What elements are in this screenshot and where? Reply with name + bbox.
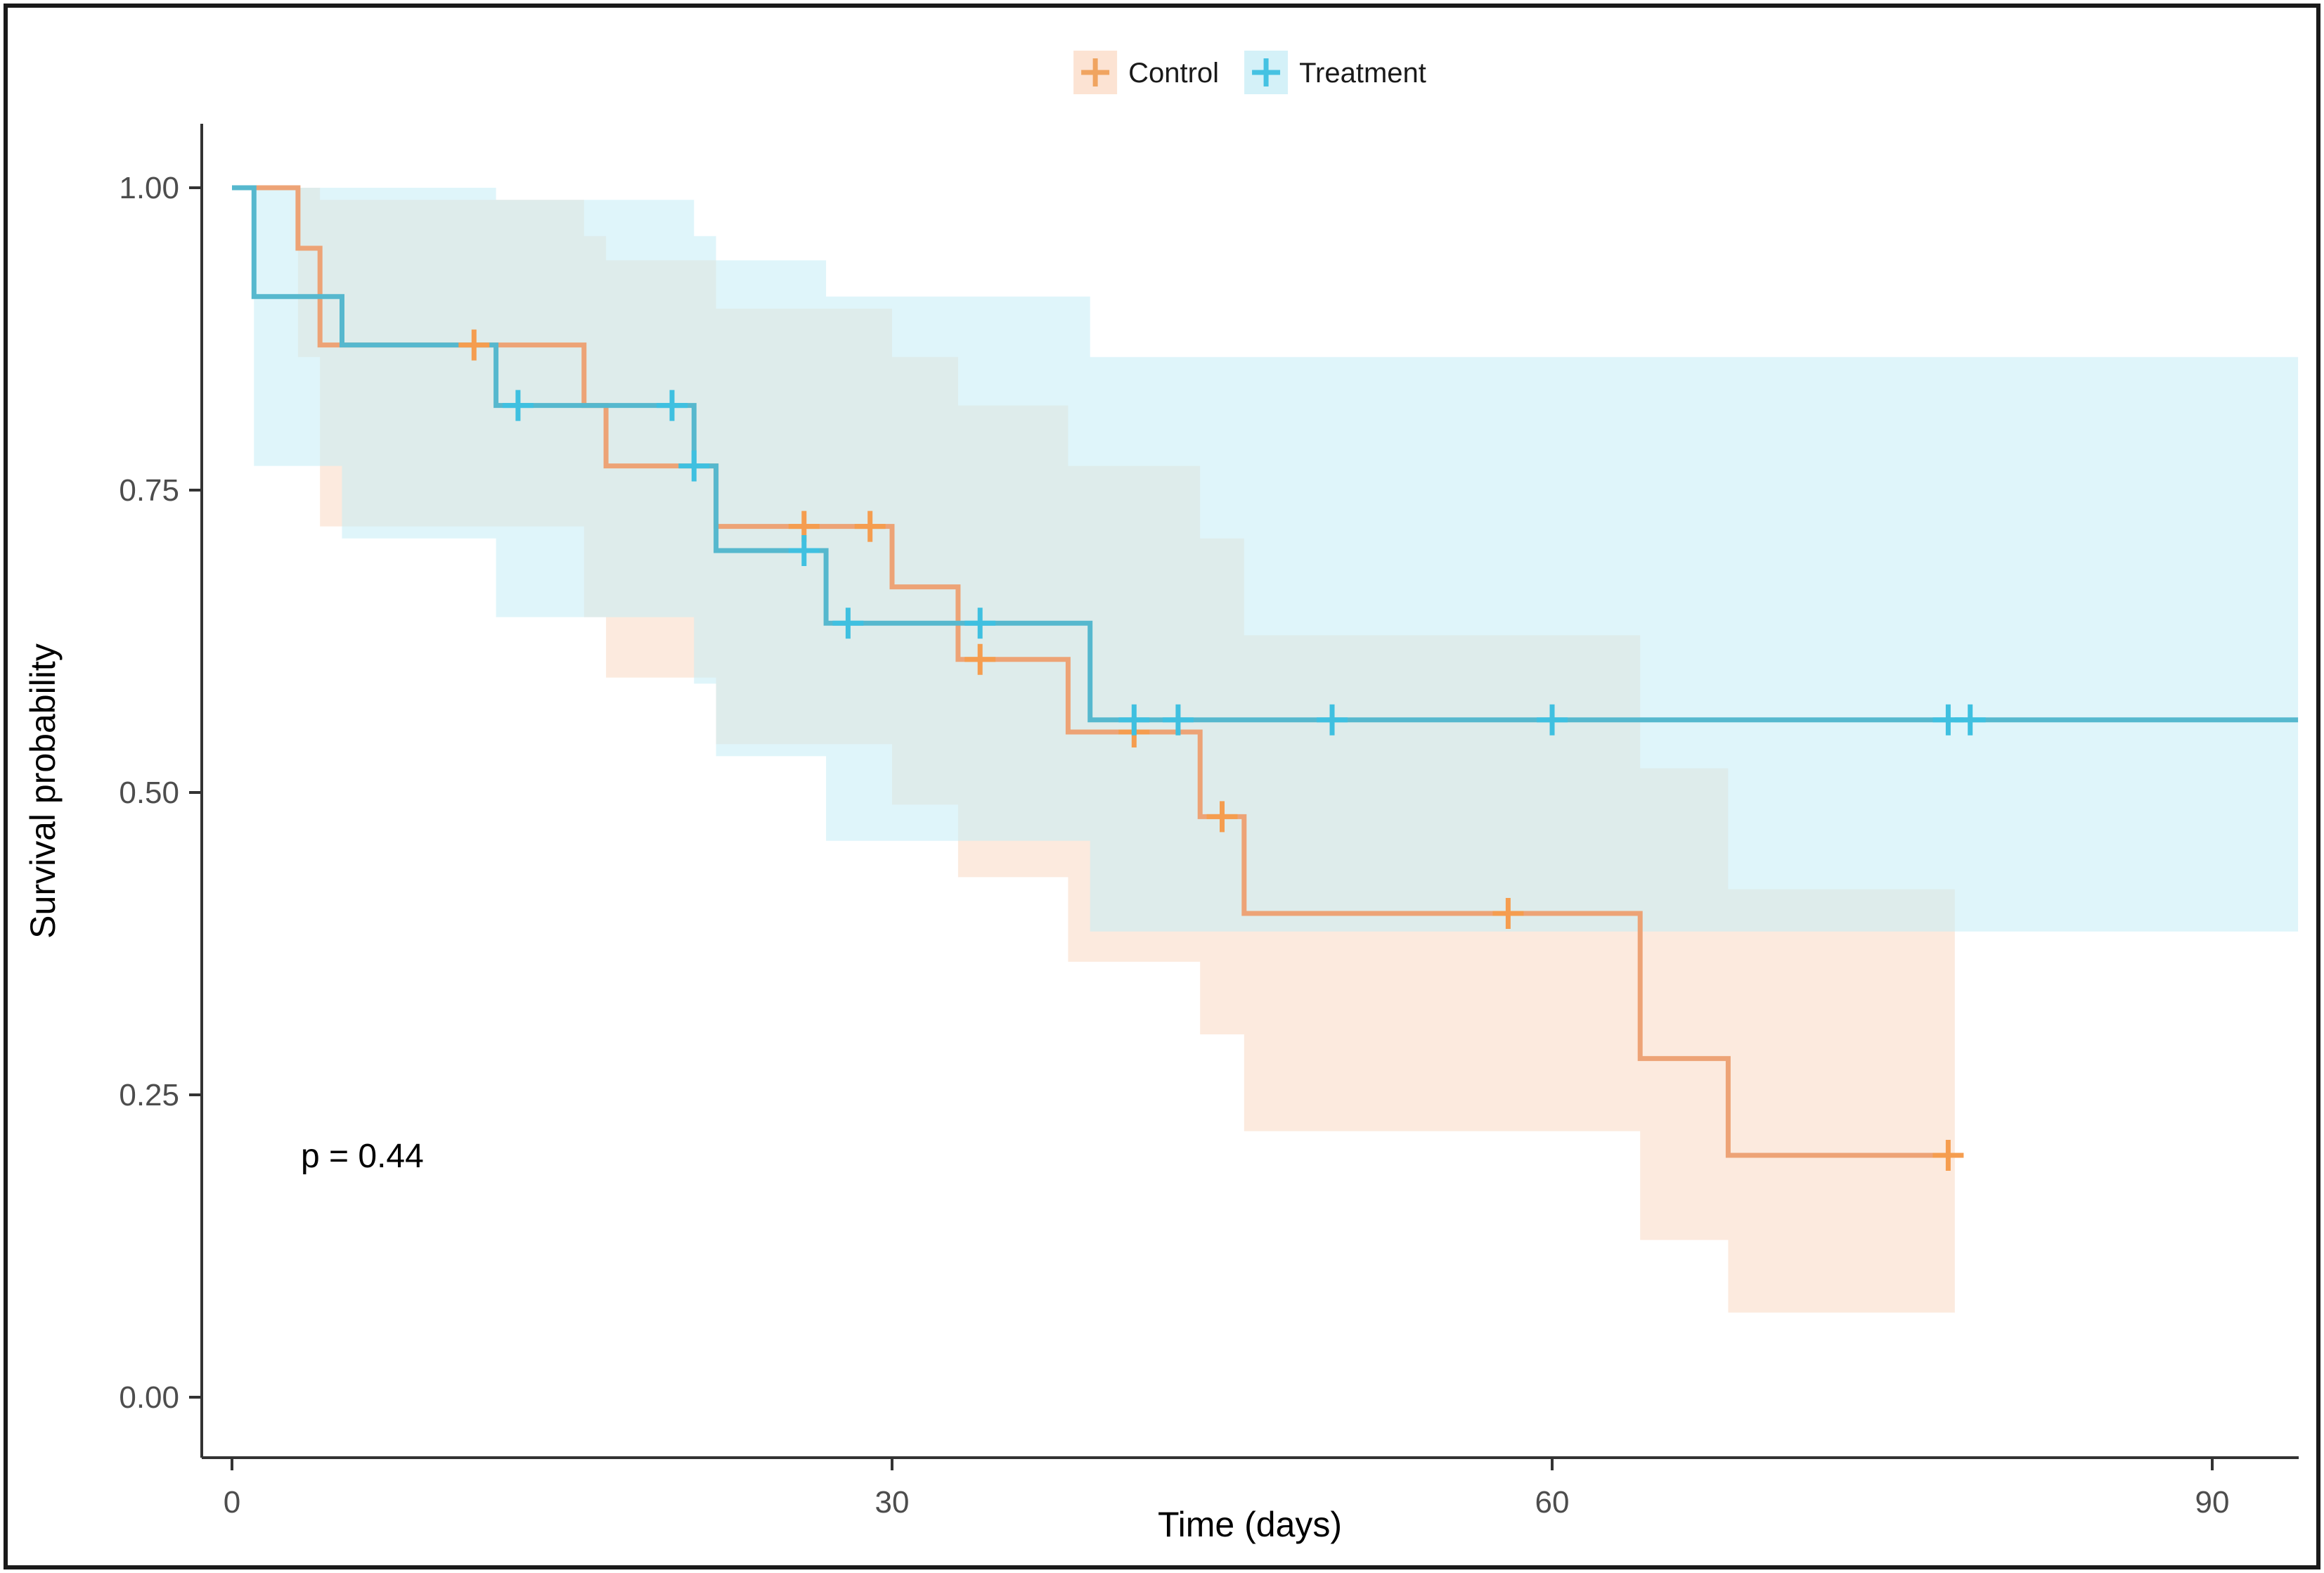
- censor-mark-control: [458, 329, 490, 361]
- censor-mark-treatment: [1118, 704, 1150, 736]
- legend: Control Treatment: [1073, 51, 1426, 94]
- legend-item-treatment[interactable]: Treatment: [1244, 51, 1426, 94]
- tick-labels-layer: 1.00 0.75 0.50 0.25 0.00 0 30 60 90: [119, 171, 2229, 1520]
- censor-mark-control: [1932, 1140, 1964, 1171]
- x-tick-label: 30: [875, 1485, 910, 1520]
- censor-mark-treatment: [1954, 704, 1986, 736]
- censor-marks-layer: [458, 329, 1986, 1171]
- x-axis-title: Time (days): [1158, 1505, 1342, 1544]
- legend-item-control[interactable]: Control: [1073, 51, 1219, 94]
- y-tick-label: 0.75: [119, 473, 179, 508]
- y-tick-label: 1.00: [119, 171, 179, 205]
- censor-mark-treatment: [678, 450, 710, 482]
- ci-band-treatment: [254, 188, 2299, 932]
- censor-mark-control: [964, 643, 996, 675]
- y-tick-label: 0.25: [119, 1078, 179, 1112]
- censor-mark-treatment: [1162, 704, 1194, 736]
- figure-border: [4, 4, 2320, 1569]
- x-tick-label: 90: [2195, 1485, 2230, 1520]
- survival-curve-treatment: [232, 185, 2299, 723]
- x-tick-label: 0: [224, 1485, 240, 1520]
- censor-mark-treatment: [502, 390, 534, 421]
- censor-mark-treatment: [657, 390, 687, 421]
- p-value-annotation: p = 0.44: [301, 1138, 424, 1175]
- legend-item-label: Treatment: [1299, 58, 1426, 89]
- censor-mark-control: [1206, 801, 1238, 833]
- y-tick-label: 0.00: [119, 1380, 179, 1415]
- axes-layer: [200, 124, 2299, 1459]
- y-axis-title: Survival probability: [23, 643, 63, 939]
- x-tick-label: 60: [1535, 1485, 1570, 1520]
- censor-mark-control: [854, 511, 886, 542]
- y-tick-label: 0.50: [119, 776, 179, 810]
- censor-mark-treatment: [964, 608, 996, 639]
- legend-item-label: Control: [1128, 58, 1219, 89]
- censor-mark-treatment: [1537, 704, 1568, 736]
- censor-mark-treatment: [832, 608, 864, 639]
- censor-mark-treatment: [788, 535, 820, 566]
- censor-mark-control: [1492, 898, 1524, 929]
- confidence-bands-layer: [254, 188, 2299, 1313]
- censor-mark-treatment: [1317, 704, 1348, 736]
- survival-curves-layer: [232, 185, 2299, 1158]
